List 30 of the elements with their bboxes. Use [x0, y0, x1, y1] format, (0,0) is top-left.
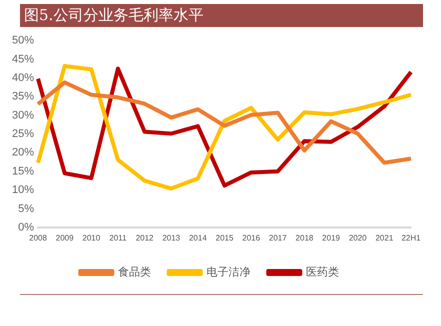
y-tick-label: 40% [12, 72, 34, 84]
x-tick-label: 2021 [375, 233, 394, 242]
x-tick-label: 2015 [216, 233, 234, 242]
x-tick-label: 2019 [322, 233, 341, 242]
legend-label: 电子洁净 [206, 266, 250, 279]
legend-label: 食品类 [118, 266, 151, 279]
x-tick-label: 22H1 [401, 233, 422, 242]
chart-title: 图5.公司分业务毛利率水平 [20, 4, 423, 27]
x-tick-label: 2010 [82, 233, 101, 242]
y-tick-label: 30% [12, 109, 34, 122]
x-tick-label: 2008 [29, 233, 48, 242]
x-tick-label: 2020 [348, 233, 368, 242]
x-tick-label: 2017 [268, 233, 288, 242]
x-tick-label: 2012 [136, 233, 154, 242]
y-tick-label: 25% [12, 128, 34, 140]
y-tick-label: 45% [12, 53, 34, 66]
y-tick-label: 0% [18, 221, 34, 234]
x-tick-label: 2014 [188, 233, 208, 242]
y-tick-label: 5% [18, 202, 34, 215]
y-tick-label: 15% [12, 165, 34, 178]
y-tick-label: 10% [12, 184, 34, 196]
x-tick-label: 2016 [242, 233, 261, 242]
x-tick-label: 2018 [296, 233, 314, 242]
y-tick-label: 35% [12, 90, 34, 103]
y-tick-label: 20% [12, 146, 34, 159]
x-tick-label: 2009 [56, 233, 74, 242]
legend-label: 医药类 [306, 266, 339, 279]
y-tick-label: 50% [12, 34, 34, 47]
x-tick-label: 2011 [109, 233, 128, 242]
x-tick-label: 2013 [162, 233, 181, 242]
